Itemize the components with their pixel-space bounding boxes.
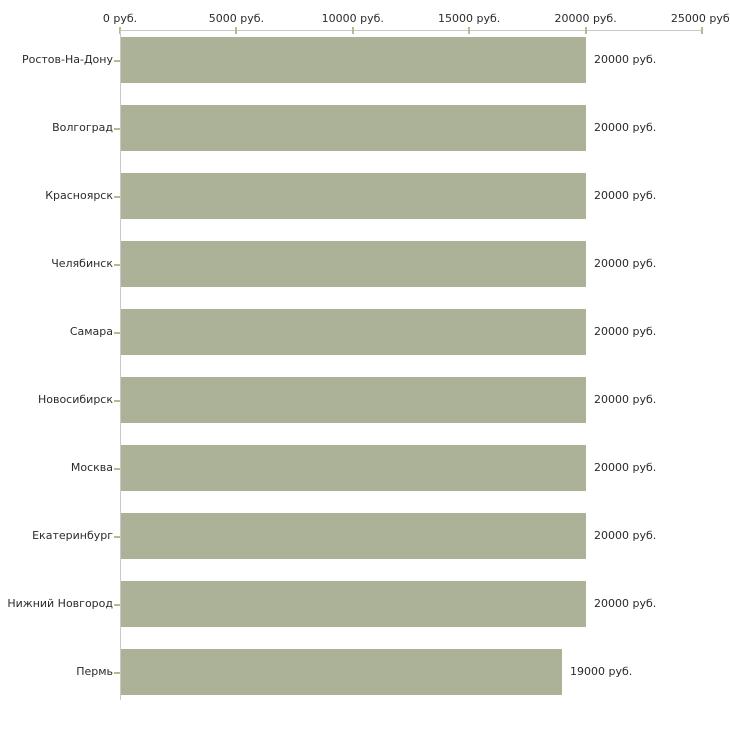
x-tick-mark xyxy=(584,27,587,34)
x-tick-mark xyxy=(701,27,703,34)
value-label: 20000 руб. xyxy=(594,393,657,406)
bar xyxy=(121,649,562,695)
category-label: Красноярск xyxy=(45,189,113,202)
category-tick-mark xyxy=(114,604,120,606)
bar xyxy=(121,241,586,287)
x-tick-label: 5000 руб. xyxy=(208,12,265,25)
category-label: Нижний Новгород xyxy=(7,597,113,610)
category-tick-mark xyxy=(114,672,120,674)
category-tick-mark xyxy=(114,128,120,130)
x-tick-label: 0 руб. xyxy=(102,12,138,25)
category-label: Екатеринбург xyxy=(32,529,113,542)
category-tick-mark xyxy=(114,536,120,538)
y-axis-line xyxy=(120,30,121,700)
category-tick-mark xyxy=(114,264,120,266)
category-tick-mark xyxy=(114,400,120,402)
bar xyxy=(121,377,586,423)
category-label: Москва xyxy=(70,461,113,474)
category-tick-mark xyxy=(114,468,120,470)
value-label: 20000 руб. xyxy=(594,53,657,66)
category-label: Самара xyxy=(69,325,113,338)
value-label: 20000 руб. xyxy=(594,121,657,134)
x-tick-label: 20000 руб. xyxy=(554,12,617,25)
x-tick-label: 10000 руб. xyxy=(321,12,384,25)
category-label: Пермь xyxy=(76,665,113,678)
category-label: Новосибирск xyxy=(37,393,113,406)
category-label: Челябинск xyxy=(51,257,113,270)
x-axis-line xyxy=(120,30,703,31)
category-label: Ростов-На-Дону xyxy=(21,53,113,66)
x-tick-mark xyxy=(351,27,354,34)
category-tick-mark xyxy=(114,196,120,198)
value-label: 20000 руб. xyxy=(594,257,657,270)
bar xyxy=(121,309,586,355)
value-label: 20000 руб. xyxy=(594,189,657,202)
category-label: Волгоград xyxy=(52,121,113,134)
x-tick-mark xyxy=(235,27,238,34)
value-label: 20000 руб. xyxy=(594,597,657,610)
x-tick-label: 25000 руб. xyxy=(670,12,730,25)
x-tick-label: 15000 руб. xyxy=(438,12,501,25)
bar xyxy=(121,173,586,219)
bar xyxy=(121,37,586,83)
value-label: 20000 руб. xyxy=(594,461,657,474)
bar xyxy=(121,513,586,559)
category-tick-mark xyxy=(114,60,120,62)
value-label: 20000 руб. xyxy=(594,529,657,542)
x-tick-mark xyxy=(468,27,471,34)
category-tick-mark xyxy=(114,332,120,334)
bar xyxy=(121,105,586,151)
bar xyxy=(121,445,586,491)
bar xyxy=(121,581,586,627)
value-label: 19000 руб. xyxy=(570,665,633,678)
value-label: 20000 руб. xyxy=(594,325,657,338)
